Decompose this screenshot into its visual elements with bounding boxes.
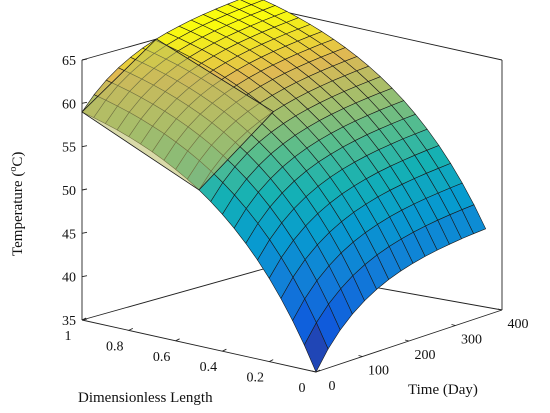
x-tick-label: 0.8 xyxy=(106,339,124,354)
x-tick-label: 0.6 xyxy=(153,350,171,365)
y-tick-label: 100 xyxy=(368,364,389,379)
z-axis-ticks: 35 40 45 50 55 60 65 xyxy=(62,54,88,329)
x-tick-label: 0.4 xyxy=(200,360,218,375)
z-axis-label-degree: o xyxy=(8,167,19,172)
temperature-surface xyxy=(81,0,487,373)
y-tick-mark xyxy=(358,355,363,357)
z-tick-mark xyxy=(81,101,88,104)
x-tick-mark xyxy=(222,348,227,352)
z-axis-label: Temperature (oC) xyxy=(8,152,26,256)
x-tick-mark xyxy=(128,327,134,331)
x-axis-ticks: 0 0.2 0.4 0.6 0.8 1 xyxy=(65,317,321,396)
z-axis-label-unit: C) xyxy=(10,152,26,167)
z-tick-mark xyxy=(81,58,88,61)
y-tick-mark xyxy=(497,308,503,311)
z-tick-label: 60 xyxy=(62,97,76,112)
z-tick-label: 45 xyxy=(62,227,76,242)
x-tick-mark xyxy=(81,317,87,321)
x-tick-label: 0.2 xyxy=(246,371,264,386)
x-tick-mark xyxy=(268,359,274,363)
y-tick-label: 300 xyxy=(461,333,482,348)
y-axis-label: Time (Day) xyxy=(408,382,478,398)
y-tick-mark xyxy=(311,370,317,373)
z-tick-mark xyxy=(81,145,88,148)
z-tick-mark xyxy=(81,275,88,278)
x-tick-mark xyxy=(315,369,321,373)
y-tick-label: 200 xyxy=(415,348,436,363)
x-axis-label: Dimensionless Length xyxy=(78,390,213,406)
z-tick-mark xyxy=(81,188,88,191)
surface-patch xyxy=(303,322,329,373)
z-axis-label-main: Temperature ( xyxy=(10,172,26,256)
y-tick-mark xyxy=(404,339,410,342)
z-tick-label: 35 xyxy=(62,314,76,329)
z-tick-label: 40 xyxy=(62,271,76,286)
x-tick-label: 0 xyxy=(299,381,306,396)
z-tick-mark xyxy=(81,231,88,234)
z-tick-label: 65 xyxy=(62,54,76,69)
z-tick-label: 55 xyxy=(62,141,76,156)
y-tick-label: 400 xyxy=(508,317,529,332)
y-axis-ticks: 0 100 200 300 400 xyxy=(311,308,529,394)
cutaway-section xyxy=(81,38,275,191)
z-tick-label: 50 xyxy=(62,184,76,199)
y-tick-mark xyxy=(451,324,456,326)
x-tick-label: 1 xyxy=(65,329,72,344)
x-tick-mark xyxy=(175,338,180,342)
y-tick-label: 0 xyxy=(329,379,336,394)
